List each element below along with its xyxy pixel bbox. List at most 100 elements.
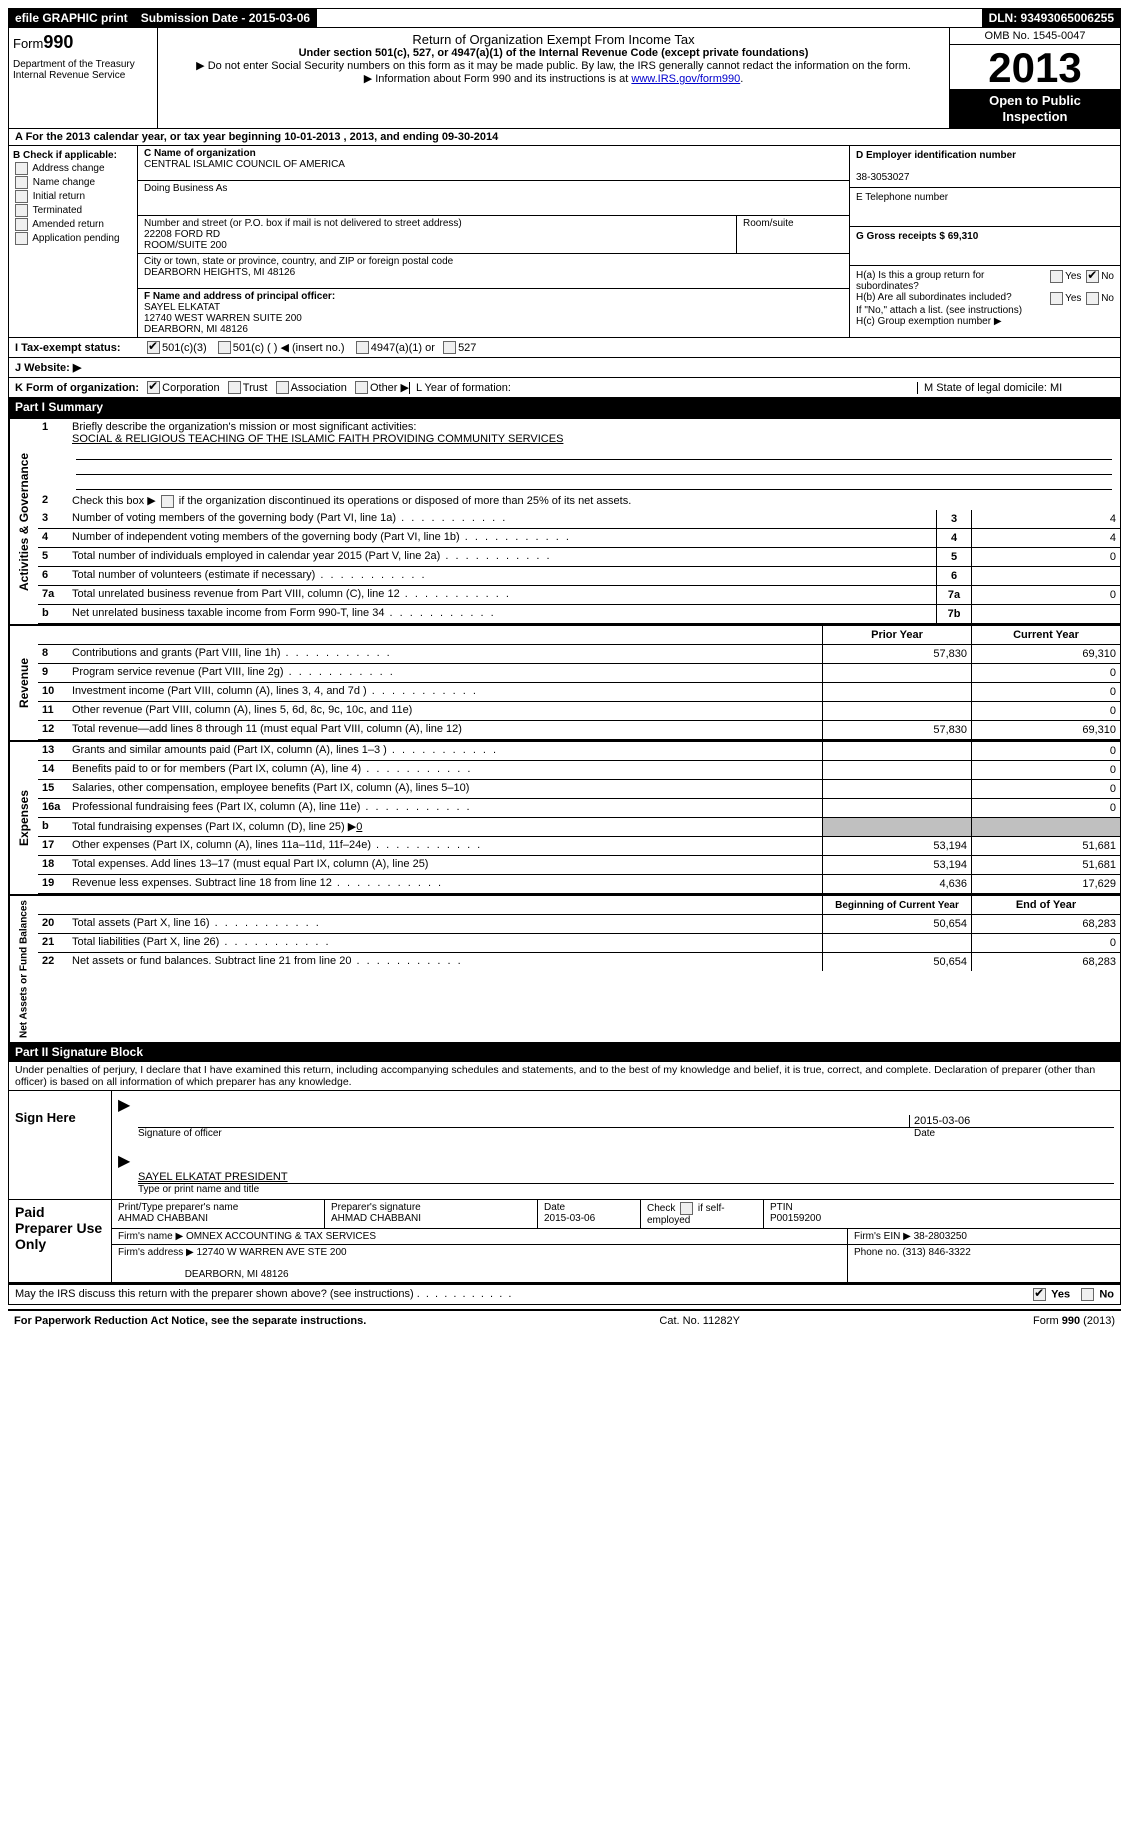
row-a-tax-year: A For the 2013 calendar year, or tax yea… [8,129,1121,146]
cb-4947[interactable] [356,341,369,354]
gross-receipts: G Gross receipts $ 69,310 [850,227,1120,266]
na-content: Beginning of Current Year End of Year 20… [38,896,1120,1042]
line19-prior: 4,636 [822,875,971,893]
row-i-tax-status: I Tax-exempt status: 501(c)(3) 501(c) ( … [8,338,1121,358]
dln: DLN: 93493065006255 [983,9,1120,27]
prep-sig: AHMAD CHABBANI [331,1213,421,1224]
irs-discuss-yesno: Yes No [1031,1288,1114,1301]
line16a-num: 16a [38,799,68,817]
line9-prior [822,664,971,682]
cb-self-employed[interactable] [680,1202,693,1215]
preparer-row2: Firm's name ▶ OMNEX ACCOUNTING & TAX SER… [112,1229,1120,1245]
self-employed-cell: Check if self-employed [641,1200,764,1228]
line16b-curr-grey [971,818,1120,836]
l-year-formation: L Year of formation: [409,382,592,394]
side-activities: Activities & Governance [9,419,38,624]
prep-date: 2015-03-06 [544,1213,595,1224]
preparer-row1: Print/Type preparer's name AHMAD CHABBAN… [112,1200,1120,1229]
officer-printed-name: SAYEL ELKATAT PRESIDENT [138,1171,288,1183]
line21-txt: Total liabilities (Part X, line 26) [68,934,822,952]
paid-preparer-row: Paid Preparer Use Only Print/Type prepar… [9,1199,1120,1282]
arrow-icon: ▶ [118,1153,130,1170]
line10-prior [822,683,971,701]
row-j-website: J Website: ▶ [8,358,1121,378]
paid-preparer-content: Print/Type preparer's name AHMAD CHABBAN… [111,1200,1120,1282]
org-name-block: C Name of organization CENTRAL ISLAMIC C… [138,146,849,181]
officer-block: F Name and address of principal officer:… [138,289,849,337]
cb-address-change[interactable]: Address change [13,162,133,175]
line4-val: 4 [971,529,1120,547]
open-line2: Inspection [1002,109,1067,124]
cb-assoc[interactable] [276,381,289,394]
line21-num: 21 [38,934,68,952]
signature-block: Under penalties of perjury, I declare th… [8,1062,1121,1283]
line16a-prior [822,799,971,817]
c-name-label: C Name of organization [144,148,256,159]
cb-pending[interactable]: Application pending [13,232,133,245]
paid-preparer-label: Paid Preparer Use Only [9,1200,111,1282]
ptin-cell: PTIN P00159200 [764,1200,1120,1228]
opt-assoc: Association [291,382,347,394]
hdr-end: End of Year [971,896,1120,914]
dept-treasury: Department of the Treasury [13,59,153,70]
officer-city: DEARBORN, MI 48126 [144,324,248,335]
mission-blank2 [76,460,1112,475]
addr-line2: ROOM/SUITE 200 [144,240,227,251]
line1-num: 1 [38,419,68,492]
cb-amended[interactable]: Amended return [13,218,133,231]
line1-txt: Briefly describe the organization's miss… [68,419,1120,492]
open-line1: Open to Public [989,93,1081,108]
cb-terminated[interactable]: Terminated [13,204,133,217]
line10-num: 10 [38,683,68,701]
line19-num: 19 [38,875,68,893]
line15-prior [822,780,971,798]
addr-label: Number and street (or P.O. box if mail i… [144,218,462,229]
form-number: Form990 [13,32,153,53]
firm-name-cell: Firm's name ▶ OMNEX ACCOUNTING & TAX SER… [112,1229,848,1244]
line11-curr: 0 [971,702,1120,720]
preparer-row3: Firm's address ▶ 12740 W WARREN AVE STE … [112,1245,1120,1282]
cb-initial-return[interactable]: Initial return [13,190,133,203]
line14-prior [822,761,971,779]
cb-501c3[interactable] [147,341,160,354]
cb-discuss-no[interactable] [1081,1288,1094,1301]
open-inspection: Open to Public Inspection [950,89,1120,128]
header-right: OMB No. 1545-0047 2013 Open to Public In… [950,28,1120,128]
line20-num: 20 [38,915,68,933]
arrow-icon: ▶ [118,1097,130,1114]
line4-txt: Number of independent voting members of … [68,529,936,547]
opt-other: Other ▶ [370,381,409,394]
cb-discontinued[interactable] [161,495,174,508]
line19-curr: 17,629 [971,875,1120,893]
pra-notice: For Paperwork Reduction Act Notice, see … [14,1315,366,1327]
line15-num: 15 [38,780,68,798]
cb-discuss-yes[interactable] [1033,1288,1046,1301]
prep-date-cell: Date 2015-03-06 [538,1200,641,1228]
line11-num: 11 [38,702,68,720]
irs-link[interactable]: www.IRS.gov/form990 [631,73,740,85]
h-block: H(a) Is this a group return for subordin… [850,266,1120,331]
cb-other[interactable] [355,381,368,394]
firm-phone-cell: Phone no. (313) 846-3322 [848,1245,1120,1282]
sign-here-label: Sign Here [9,1091,111,1199]
line3-cell: 3 [936,510,971,528]
mission-blank3 [76,475,1112,490]
line10-curr: 0 [971,683,1120,701]
line21-prior [822,934,971,952]
cb-trust[interactable] [228,381,241,394]
opt-4947: 4947(a)(1) or [371,342,435,354]
hb-yesno: Yes No [1048,292,1114,305]
line16b-prior-grey [822,818,971,836]
cb-501c[interactable] [218,341,231,354]
cb-name-change[interactable]: Name change [13,176,133,189]
page-footer: For Paperwork Reduction Act Notice, see … [8,1309,1121,1331]
opt-corp: Corporation [162,382,219,394]
line22-curr: 68,283 [971,953,1120,971]
line17-prior: 53,194 [822,837,971,855]
cb-527[interactable] [443,341,456,354]
line15-curr: 0 [971,780,1120,798]
line13-prior [822,742,971,760]
tax-year: 2013 [950,45,1120,89]
line6-val [971,567,1120,585]
cb-corp[interactable] [147,381,160,394]
